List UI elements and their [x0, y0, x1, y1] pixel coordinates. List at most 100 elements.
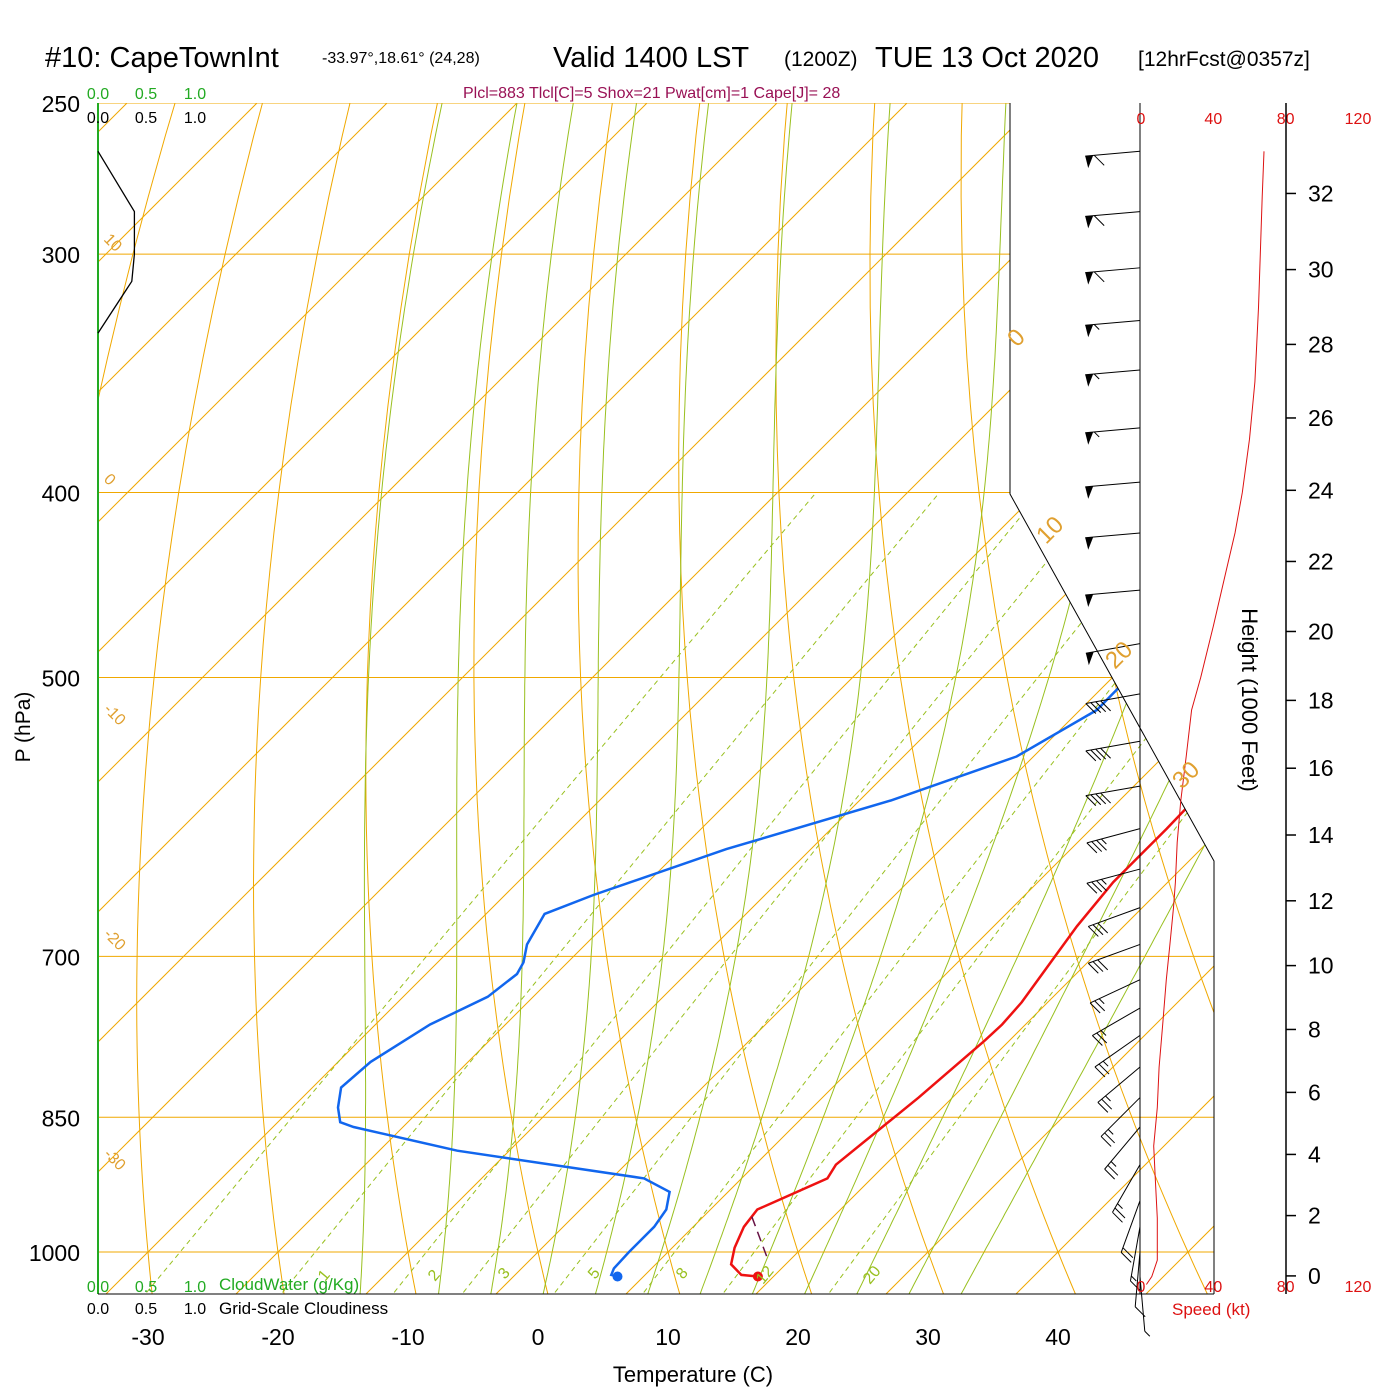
isotherm--10: [359, 103, 1214, 1294]
wind-barb-flag: [1091, 841, 1103, 852]
wind-barb-staff: [1085, 150, 1141, 157]
moist-adiabat--10: [359, 103, 450, 1294]
plot-area: [98, 103, 1214, 1294]
wind-barb: [1085, 532, 1141, 550]
x-tick-label: 10: [655, 1324, 681, 1350]
wind-barb-halfflag: [1100, 1030, 1107, 1036]
wind-barb-staff: [1085, 532, 1141, 539]
wind-barb-flag: [1086, 842, 1098, 854]
forecast-label: [12hrFcst@0357z]: [1138, 48, 1310, 71]
x-tick-label: 30: [915, 1324, 941, 1350]
wind-barb: [1085, 481, 1141, 499]
moist-adiabat-20: [749, 103, 1009, 1294]
cloud-water-scale-label: 0.0: [87, 86, 109, 103]
isotherm-label: 10: [100, 231, 125, 256]
wind-barb: [1089, 979, 1141, 1014]
dry-adiabat-20: [678, 103, 815, 1294]
station-coords: -33.97°,18.61° (24,28): [322, 50, 480, 67]
wind-barb: [1085, 319, 1141, 338]
wind-barbs: [1085, 150, 1151, 1337]
wind-barb-staff: [1085, 481, 1141, 488]
cloud-scale-bottom: 0.0 0.0 0.5 0.5 1.0 1.0: [87, 1279, 206, 1318]
wind-barb: [1112, 1164, 1141, 1223]
wind-barb-staff: [1085, 319, 1141, 326]
cloudiness-label: Grid-Scale Cloudiness: [219, 1299, 388, 1318]
cloudiness-scale-label: 0.0: [87, 110, 109, 127]
wind-barb: [1129, 1226, 1141, 1292]
y-axis-label: P (hPa): [12, 692, 35, 763]
wind-barb-staff: [1129, 1226, 1141, 1282]
wind-barb-halfflag: [1101, 838, 1107, 845]
wind-barb-halfflag: [1110, 1161, 1117, 1167]
wind-barb-halfflag: [1101, 879, 1107, 885]
wind-barb-flag: [1094, 1000, 1106, 1012]
wind-barb-staff: [1085, 643, 1141, 654]
wind-barb-staff: [1085, 369, 1141, 376]
wind-barb-staff: [1139, 1276, 1146, 1332]
isotherm--90: [98, 103, 552, 1294]
moist-adiabat-12: [645, 103, 796, 1294]
wind-barb-halfflag: [1093, 431, 1100, 438]
x-tick-label: 40: [1045, 1324, 1071, 1350]
wind-barb: [1085, 740, 1141, 762]
wind-barb-flag: [1100, 792, 1111, 804]
x-tick-label: 0: [532, 1324, 545, 1350]
series-dewpoint-line: [336, 150, 1214, 1278]
wind-barb-staff: [1112, 1164, 1141, 1213]
wind-barb-staff: [1086, 828, 1141, 844]
wind-speed-profile: [1145, 151, 1265, 1285]
mixing-ratio-2: [393, 492, 1041, 1293]
mixing-ratio-lines: [146, 492, 1214, 1293]
isotherm-label: 30: [1167, 756, 1205, 794]
mixing-ratio-20: [829, 492, 1214, 1293]
wind-barb-pennant: [1085, 374, 1094, 387]
cloudiness-scale-label: 0.5: [135, 1301, 157, 1318]
wind-barb-halfflag: [1093, 373, 1100, 380]
isotherm--100: [98, 103, 422, 1294]
cloud-water-scale-label: 0.5: [135, 1279, 157, 1296]
series-parcel-line: [750, 1216, 768, 1257]
moist-adiabat-36: [957, 103, 1214, 1294]
wind-barb-flag: [1096, 880, 1107, 892]
wind-barb: [1104, 1126, 1141, 1180]
wind-barb-halfflag: [1105, 1095, 1111, 1102]
valid-time: Valid 1400 LST: [553, 42, 749, 74]
mixing-ratio-label: 5: [585, 1265, 604, 1283]
moist-adiabat-28: [853, 103, 1214, 1294]
height-tick-label: 16: [1308, 755, 1334, 781]
wind-barb-flag: [1087, 962, 1099, 974]
station-title: #10: CapeTownInt: [45, 42, 279, 74]
speed-scale-label: 120: [1345, 111, 1372, 128]
valid-date: TUE 13 Oct 2020: [875, 42, 1099, 74]
wind-barb: [1100, 1097, 1141, 1147]
wind-barb: [1094, 1034, 1141, 1078]
isotherm-50: [1139, 103, 1214, 1294]
wind-barb-staff: [1086, 868, 1141, 884]
wind-barb-staff: [1085, 211, 1141, 217]
height-tick-label: 24: [1308, 477, 1334, 503]
wind-barb-flag: [1096, 1032, 1108, 1044]
moist-adiabat-0: [489, 103, 580, 1294]
wind-barb-flag: [1092, 1035, 1103, 1046]
wind-barb-flag: [1090, 702, 1102, 713]
wind-barb-pennant: [1085, 537, 1094, 550]
mixing-ratio-3: [463, 492, 1104, 1293]
wind-barb-flag: [1087, 926, 1099, 937]
height-tick-label: 30: [1308, 257, 1334, 283]
plot-frame: [1009, 103, 1215, 1294]
isotherm-0: [489, 103, 1214, 1294]
wind-barb-halfflag: [1098, 998, 1105, 1005]
x-tick-label: -10: [391, 1324, 424, 1350]
wind-barb-flag: [1130, 1280, 1141, 1292]
wind-barb: [1087, 943, 1141, 974]
dry-adiabat--10: [365, 103, 445, 1294]
wind-barb-flag: [1114, 1207, 1126, 1219]
wind-barb: [1092, 1007, 1141, 1046]
cloudiness-scale-label: 0.5: [135, 110, 157, 127]
wind-barb-flag: [1096, 839, 1107, 851]
dry-adiabat--20: [252, 103, 359, 1294]
speed-scale-label: 0: [1137, 111, 1146, 128]
wind-barb-staff: [1088, 943, 1141, 964]
cloudiness-profile: [97, 150, 136, 334]
wind-barb-staff: [1088, 907, 1141, 927]
